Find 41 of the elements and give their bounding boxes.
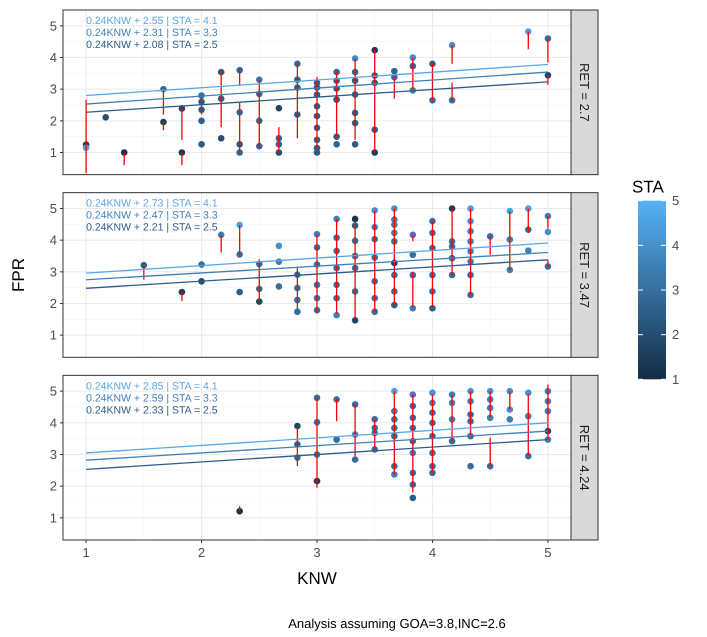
annotation: 0.24KNW + 2.31 | STA = 3.3 (86, 27, 218, 39)
y-tick-label: 1 (50, 328, 57, 343)
text: RET = 2.7 (576, 63, 592, 122)
y-tick-label: 4 (50, 50, 57, 66)
y-tick-label: 2 (50, 296, 57, 312)
color-bar-label: 1 (672, 372, 680, 387)
x-tick-label: 5 (544, 545, 552, 560)
annotation: 0.24KNW + 2.21 | STA = 2.5 (86, 222, 218, 234)
y-tick-label: 2 (50, 113, 57, 128)
x-tick-label: 4 (428, 545, 436, 560)
y-tick-label: 2 (50, 478, 57, 494)
annotation: 0.24KNW + 2.85 | STA = 4.1 (86, 380, 218, 392)
y-tick-label: 5 (50, 201, 57, 216)
y-tick-label: 3 (50, 264, 57, 280)
annotation: 0.24KNW + 2.59 | STA = 3.3 (86, 392, 218, 404)
y-tick-label: 5 (50, 18, 57, 34)
annotation: 0.24KNW + 2.33 | STA = 2.5 (86, 404, 218, 416)
x-tick-label: 3 (313, 545, 321, 560)
y-tick-label: 4 (50, 232, 57, 248)
x-axis-title: KNW (297, 569, 337, 588)
color-bar-label: 4 (672, 238, 680, 253)
y-axis-title: FPR (9, 258, 28, 292)
annotation: 0.24KNW + 2.08 | STA = 2.5 (86, 39, 218, 51)
color-bar-label: 2 (672, 327, 680, 342)
text: Analysis assuming GOA=3.8,INC=2.6 (288, 616, 506, 631)
y-tick-label: 4 (50, 415, 57, 430)
x-tick-label: 2 (198, 545, 206, 560)
y-tick-label: 3 (50, 447, 57, 462)
text: RET = 4.24 (576, 424, 592, 491)
annotation: 0.24KNW + 2.47 | STA = 3.3 (86, 210, 218, 222)
y-tick-label: 5 (50, 384, 57, 399)
color-bar-title: STA (632, 178, 664, 197)
y-tick-label: 3 (50, 82, 57, 97)
color-bar-label: 3 (672, 282, 680, 298)
y-tick-label: 1 (50, 510, 57, 526)
text: RET = 3.47 (576, 242, 592, 308)
annotation: 0.24KNW + 2.73 | STA = 4.1 (86, 198, 218, 210)
x-tick-label: 1 (82, 545, 90, 560)
color-bar-label: 5 (672, 193, 680, 208)
annotation: 0.24KNW + 2.55 | STA = 4.1 (86, 15, 218, 27)
y-tick-label: 1 (50, 145, 57, 160)
